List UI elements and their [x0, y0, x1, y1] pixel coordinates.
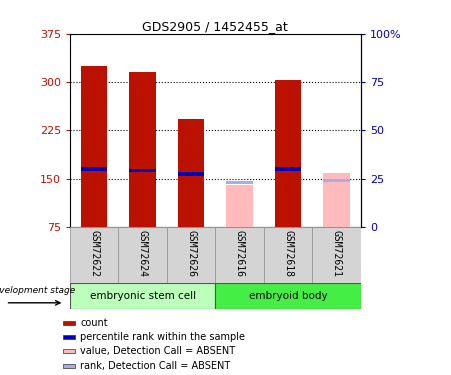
Text: embryonic stem cell: embryonic stem cell	[90, 291, 196, 301]
Bar	[129, 169, 156, 172]
Text: value, Detection Call = ABSENT: value, Detection Call = ABSENT	[80, 346, 235, 356]
Bar	[81, 167, 107, 171]
Bar	[178, 172, 204, 176]
Text: GSM72621: GSM72621	[331, 230, 341, 277]
Bar	[63, 321, 74, 325]
Text: percentile rank within the sample: percentile rank within the sample	[80, 332, 245, 342]
Bar	[323, 174, 350, 227]
Bar	[178, 119, 204, 227]
Bar	[63, 364, 74, 368]
Bar	[167, 227, 216, 283]
Text: GSM72618: GSM72618	[283, 230, 293, 277]
Bar	[226, 185, 253, 227]
Bar	[215, 227, 264, 283]
Bar	[118, 227, 167, 283]
Text: GSM72616: GSM72616	[235, 230, 244, 277]
Bar	[312, 227, 361, 283]
Bar	[226, 181, 253, 184]
Bar	[275, 80, 301, 227]
Bar	[63, 335, 74, 339]
Text: embryoid body: embryoid body	[249, 291, 327, 301]
Bar	[81, 66, 107, 227]
Text: rank, Detection Call = ABSENT: rank, Detection Call = ABSENT	[80, 361, 230, 371]
Text: GSM72622: GSM72622	[89, 230, 99, 277]
Bar	[70, 283, 216, 309]
Title: GDS2905 / 1452455_at: GDS2905 / 1452455_at	[143, 20, 288, 33]
Text: count: count	[80, 318, 108, 328]
Bar	[129, 72, 156, 227]
Bar	[323, 179, 350, 182]
Text: GSM72624: GSM72624	[138, 230, 147, 277]
Text: GSM72626: GSM72626	[186, 230, 196, 277]
Bar	[275, 167, 301, 171]
Text: development stage: development stage	[0, 286, 75, 295]
Bar	[63, 349, 74, 352]
Bar	[264, 227, 312, 283]
Bar	[215, 283, 361, 309]
Bar	[70, 227, 118, 283]
